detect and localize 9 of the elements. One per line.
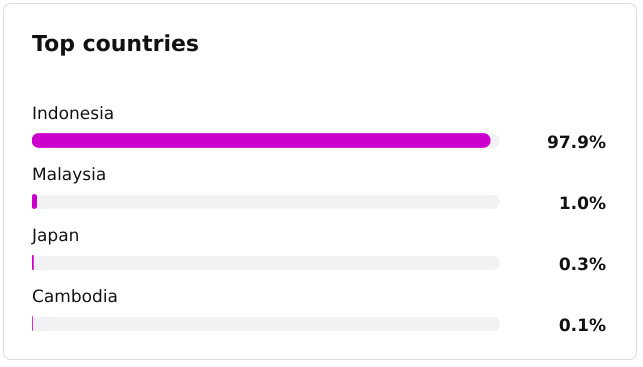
data-label: 1.0% — [558, 194, 606, 214]
y-tick-label: Indonesia — [32, 104, 114, 124]
data-label: 97.9% — [547, 132, 606, 153]
y-tick-label: Malaysia — [32, 164, 106, 185]
data-label: 0.3% — [558, 254, 606, 275]
y-tick-label: Cambodia — [32, 286, 118, 307]
y-tick-label: Japan — [31, 226, 80, 246]
data-label: 0.1% — [558, 316, 606, 336]
chart-title: Top countries — [32, 32, 200, 57]
